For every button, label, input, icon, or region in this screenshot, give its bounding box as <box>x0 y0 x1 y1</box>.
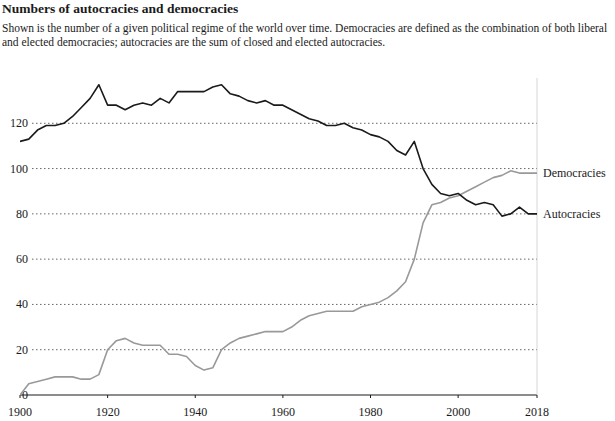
x-tick-label: 1900 <box>8 405 32 419</box>
y-tick-label: 60 <box>16 252 28 266</box>
plot-area <box>20 85 537 395</box>
grid-line <box>32 213 537 214</box>
subtitle-line: Shown is the number of a given political… <box>2 22 607 35</box>
x-tick <box>282 395 283 398</box>
x-tick-label: 1960 <box>271 405 295 419</box>
x-tick <box>370 395 371 398</box>
y-tick-label: 80 <box>16 207 28 221</box>
series-line <box>20 85 537 216</box>
chart: Numbers of autocracies and democracies Sh… <box>0 0 615 421</box>
x-tick <box>537 395 538 398</box>
x-tick <box>195 395 196 398</box>
series-line <box>20 171 537 395</box>
x-tick-label: 1980 <box>359 405 383 419</box>
grid-line <box>32 304 537 305</box>
y-tick-label: 100 <box>10 162 28 176</box>
x-tick <box>458 395 459 398</box>
y-tick-label: 120 <box>10 116 28 130</box>
y-axis-line <box>537 78 538 395</box>
subtitle-line: and elected democracies; autocracies are… <box>2 36 385 48</box>
grid-line <box>32 168 537 169</box>
x-tick-label: 2000 <box>446 405 470 419</box>
subtitle: Shown is the number of a given political… <box>2 22 607 48</box>
x-tick-label: 1940 <box>183 405 207 419</box>
x-tick <box>107 395 108 398</box>
legend-label: Autocracies <box>543 207 601 221</box>
x-tick-label: 1920 <box>96 405 120 419</box>
grid-line <box>20 395 537 396</box>
legend-label: Democracies <box>543 166 606 180</box>
x-tick-label: 2018 <box>525 405 549 419</box>
title: Numbers of autocracies and democracies <box>2 1 238 16</box>
y-tick-label: 40 <box>16 297 28 311</box>
grid-line <box>32 123 537 124</box>
x-tick <box>20 395 21 398</box>
grid-line <box>32 259 537 260</box>
y-tick-label: 20 <box>16 343 28 357</box>
